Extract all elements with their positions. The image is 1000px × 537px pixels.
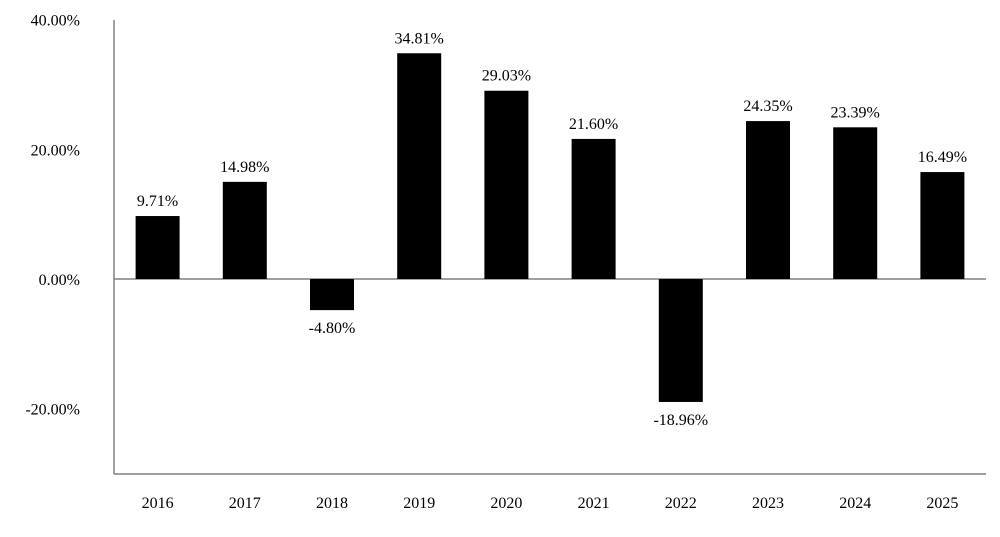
x-tick-label-2017: 2017 bbox=[229, 495, 261, 512]
bar-2018 bbox=[310, 279, 354, 311]
x-tick-label-2021: 2021 bbox=[578, 495, 610, 512]
data-label-2016: 9.71% bbox=[137, 193, 178, 210]
data-label-2025: 16.49% bbox=[918, 149, 967, 166]
bar-2016 bbox=[135, 216, 180, 279]
data-label-2023: 24.35% bbox=[743, 98, 792, 115]
x-tick-label-2023: 2023 bbox=[752, 495, 784, 512]
x-tick-label-2022: 2022 bbox=[665, 495, 697, 512]
bar-2021 bbox=[571, 138, 616, 279]
bar-2023 bbox=[746, 121, 790, 280]
x-axis-ticks: 2016 2017 2018 2019 2020 2021 2022 2023 2024 2025 bbox=[142, 495, 959, 512]
bar-2024 bbox=[833, 127, 878, 279]
y-axis-ticks: 40.00% 20.00% 0.00% -20.00% bbox=[25, 13, 80, 419]
data-labels-group: 9.71% 14.98% -4.80% 34.81% 29.03% 21.60% -18.9… bbox=[137, 30, 967, 429]
bar-2025 bbox=[920, 172, 965, 279]
y-tick-label: 0.00% bbox=[39, 272, 80, 289]
data-label-2017: 14.98% bbox=[220, 159, 269, 176]
data-label-2022: -18.96% bbox=[653, 412, 708, 429]
data-label-2021: 21.60% bbox=[569, 116, 618, 133]
bar-2019 bbox=[397, 53, 442, 280]
x-tick-label-2025: 2025 bbox=[926, 495, 958, 512]
bar-2020 bbox=[484, 90, 529, 279]
x-tick-label-2016: 2016 bbox=[142, 495, 174, 512]
bar-2022 bbox=[658, 279, 703, 402]
x-tick-label-2024: 2024 bbox=[839, 495, 871, 512]
x-tick-label-2019: 2019 bbox=[403, 495, 435, 512]
y-tick-label: 20.00% bbox=[31, 142, 80, 159]
data-label-2019: 34.81% bbox=[395, 30, 444, 47]
data-label-2018: -4.80% bbox=[309, 320, 356, 337]
y-tick-label: 40.00% bbox=[31, 13, 80, 30]
bars-group bbox=[135, 53, 965, 402]
x-tick-label-2018: 2018 bbox=[316, 495, 348, 512]
data-label-2020: 29.03% bbox=[482, 68, 531, 85]
data-label-2024: 23.39% bbox=[831, 104, 880, 121]
bar-2017 bbox=[222, 181, 267, 279]
y-tick-label: -20.00% bbox=[25, 402, 80, 419]
x-tick-label-2020: 2020 bbox=[490, 495, 522, 512]
